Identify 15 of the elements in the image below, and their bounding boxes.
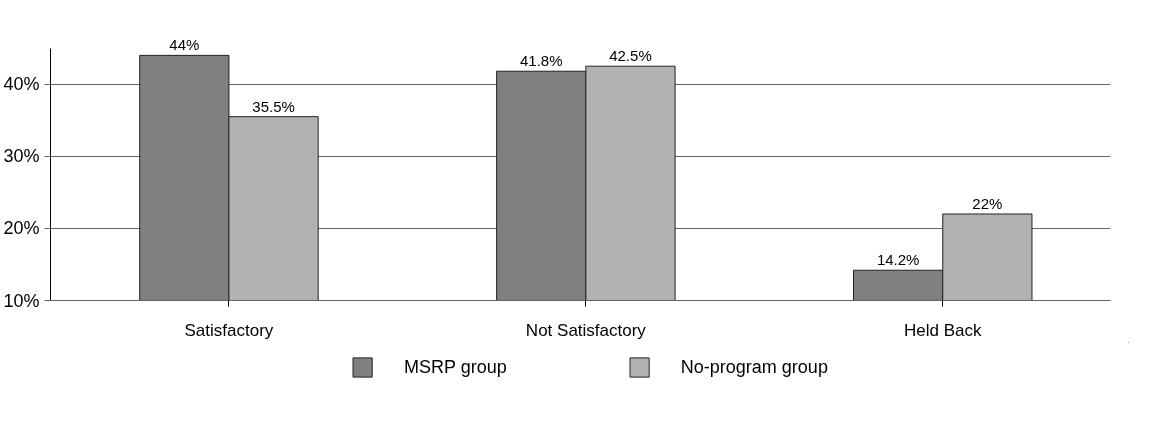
x-tick-label: Held Back bbox=[904, 320, 982, 340]
data-label: 41.8% bbox=[519, 52, 563, 70]
data-label: 22% bbox=[972, 194, 1003, 212]
data-label: 44% bbox=[169, 36, 200, 54]
data-label: 42.5% bbox=[609, 47, 652, 65]
y-tick-label: 40% bbox=[3, 74, 40, 95]
x-tick-label: Satisfactory bbox=[184, 320, 274, 340]
data-label: 14.2% bbox=[876, 251, 920, 269]
y-tick-label: 20% bbox=[3, 218, 40, 239]
data-label: 35.5% bbox=[252, 97, 295, 115]
legend-label: MSRP group bbox=[404, 356, 507, 378]
x-tick-label: Not Satisfactory bbox=[525, 320, 647, 340]
y-tick-label: 30% bbox=[3, 146, 40, 167]
legend-label: No-program group bbox=[680, 356, 828, 378]
y-tick-label: 10% bbox=[3, 290, 40, 311]
